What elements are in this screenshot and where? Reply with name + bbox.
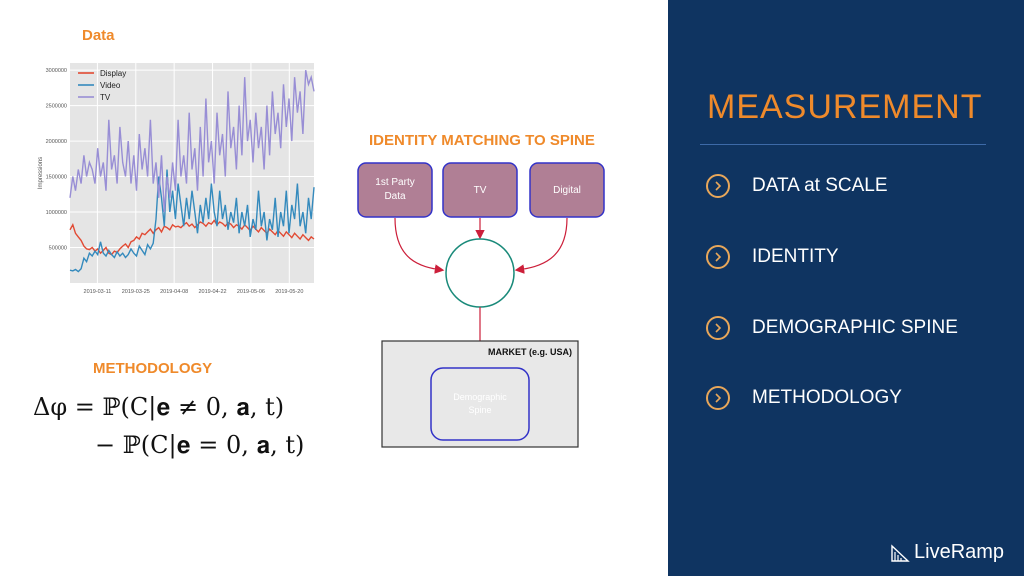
x-tick-label: 2019-04-22 [198,289,226,295]
menu-item-methodology[interactable]: METHODOLOGY [706,384,902,412]
x-tick-label: 2019-03-11 [84,289,112,295]
formula-line-1: Δφ = ℙ(C|𝐞 ≠ 0, 𝐚, t) [33,393,285,421]
demographic-label-1: Demographic [453,392,507,402]
legend-label-video: Video [100,81,121,90]
y-tick-label: 1000000 [46,210,67,216]
market-label: MARKET (e.g. USA) [488,347,572,357]
chevron-right-icon [706,245,730,269]
formula: Δφ = ℙ(C|𝐞 ≠ 0, 𝐚, t) − ℙ(C|𝐞 = 0, 𝐚, t) [33,388,304,464]
right-panel [668,0,1024,576]
menu-item-data-at-scale[interactable]: DATA at SCALE [706,172,888,200]
y-axis-label: Impressions [38,157,44,189]
identity-section-title: IDENTITY MATCHING TO SPINE [369,132,595,149]
arrow-1st-party [394,217,445,274]
identity-diagram: 1st Party Data TV Digital MARKET (e.g. U… [357,162,605,448]
menu-item-label: IDENTITY [752,246,839,267]
box-digital [529,162,605,218]
y-tick-label: 500000 [49,246,67,252]
demographic-spine-box [430,367,530,441]
box-1st-party-label-2: Data [384,191,406,202]
demographic-label-2: Spine [468,405,491,415]
formula-line-2: − ℙ(C|𝐞 = 0, 𝐚, t) [95,431,305,459]
box-1st-party-data [357,162,433,218]
box-tv-label: TV [474,185,487,196]
methodology-section-title: METHODOLOGY [93,360,213,377]
legend-label-display: Display [100,69,126,78]
chevron-right-icon [706,174,730,198]
menu-item-label: DATA at SCALE [752,175,888,196]
x-tick-label: 2019-05-06 [237,289,265,295]
arrow-digital [514,217,568,274]
x-tick-label: 2019-04-08 [160,289,188,295]
y-tick-label: 1500000 [46,175,67,181]
chart-svg: 500000 1000000 1500000 2000000 2500000 300000… [38,63,315,295]
menu-item-demographic-spine[interactable]: DEMOGRAPHIC SPINE [706,314,958,342]
series-line-tv [69,69,315,213]
x-tick-label: 2019-03-25 [122,289,150,295]
y-tick-label: 2000000 [46,139,67,145]
box-digital-label: Digital [553,185,581,196]
liveramp-logo-icon [891,543,910,562]
spine-circle [445,238,515,308]
chevron-right-icon [706,386,730,410]
legend-label-tv: TV [100,93,111,102]
chevron-right-icon [706,316,730,340]
box-1st-party-label-1: 1st Party [375,177,414,188]
title-divider [700,144,986,145]
impressions-chart: 500000 1000000 1500000 2000000 2500000 300000… [30,55,320,305]
menu-item-label: DEMOGRAPHIC SPINE [752,317,958,338]
y-tick-label: 2500000 [46,104,67,110]
data-section-title: Data [82,27,115,44]
box-tv [442,162,518,218]
menu-item-identity[interactable]: IDENTITY [706,243,839,271]
series-line-video [69,169,315,273]
measurement-title: MEASUREMENT [707,88,983,126]
y-tick-label: 3000000 [46,68,67,74]
liveramp-logo: LiveRamp [890,541,1004,564]
menu-item-label: METHODOLOGY [752,387,902,408]
x-tick-label: 2019-05-20 [275,289,303,295]
logo-text: LiveRamp [914,541,1005,563]
